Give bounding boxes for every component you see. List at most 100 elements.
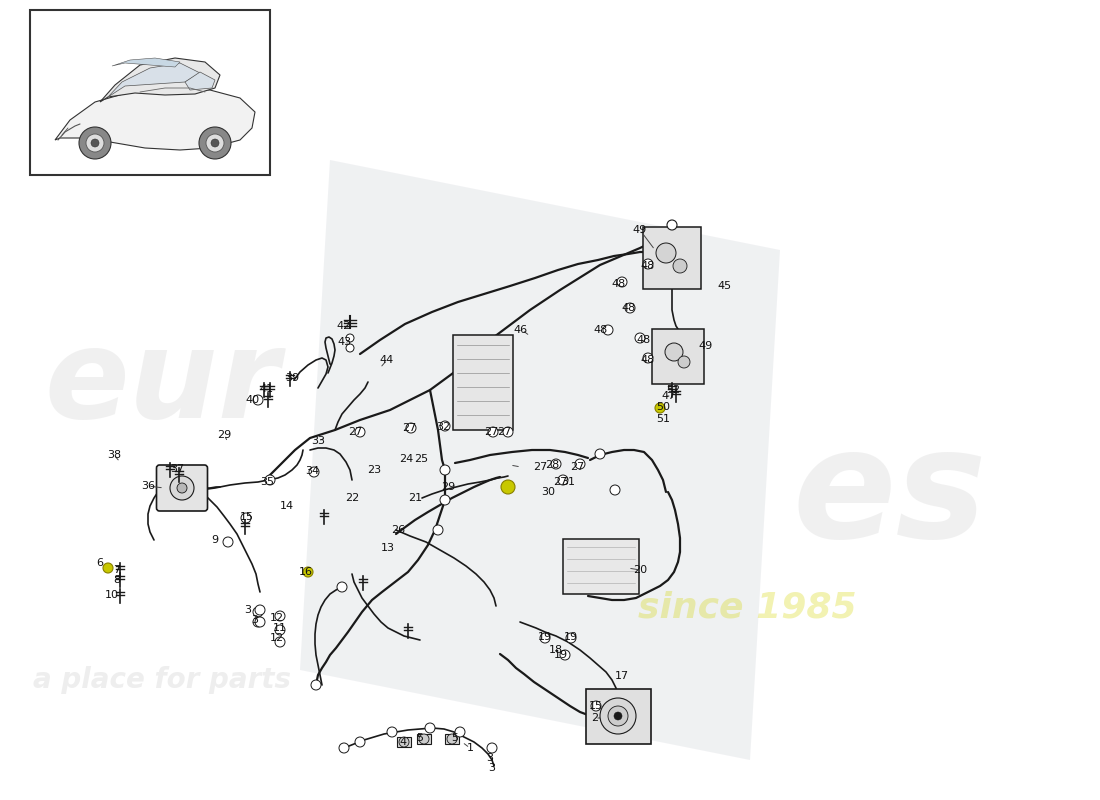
Circle shape [339, 743, 349, 753]
Text: 48: 48 [637, 335, 651, 345]
Text: 9: 9 [211, 535, 219, 545]
Circle shape [177, 483, 187, 493]
Circle shape [600, 698, 636, 734]
Bar [397, 737, 411, 747]
Circle shape [337, 582, 346, 592]
Bar [30, 10, 270, 175]
Text: 27: 27 [570, 462, 584, 472]
Text: 48: 48 [621, 303, 636, 313]
Text: 49: 49 [632, 225, 647, 235]
Text: 20: 20 [632, 565, 647, 575]
Text: 49: 49 [698, 341, 713, 351]
Circle shape [644, 353, 653, 363]
Circle shape [387, 727, 397, 737]
Circle shape [503, 427, 513, 437]
Bar [585, 689, 650, 743]
Text: 48: 48 [612, 279, 626, 289]
Text: 26: 26 [390, 525, 405, 535]
Text: 6: 6 [97, 558, 103, 568]
Text: 1: 1 [466, 743, 473, 753]
Text: 19: 19 [564, 632, 579, 642]
Text: 27: 27 [484, 427, 498, 437]
Circle shape [440, 421, 450, 431]
Text: 10: 10 [104, 590, 119, 600]
Circle shape [654, 403, 666, 413]
Bar [453, 334, 513, 430]
Circle shape [406, 423, 416, 433]
Text: 39: 39 [285, 373, 299, 383]
Polygon shape [112, 58, 180, 67]
Text: 12: 12 [270, 633, 284, 643]
Circle shape [617, 277, 627, 287]
Polygon shape [108, 63, 200, 97]
Circle shape [302, 567, 313, 577]
Text: 17: 17 [615, 671, 629, 681]
Circle shape [275, 625, 285, 635]
Bar [563, 538, 639, 594]
Circle shape [551, 459, 561, 469]
Circle shape [79, 127, 111, 159]
Circle shape [447, 734, 456, 744]
Text: 43: 43 [337, 337, 351, 347]
Text: 13: 13 [381, 543, 395, 553]
Circle shape [253, 607, 263, 617]
Text: 35: 35 [260, 477, 274, 487]
Circle shape [255, 617, 265, 627]
Text: a place for parts: a place for parts [33, 666, 292, 694]
Polygon shape [185, 72, 214, 90]
Text: 48: 48 [594, 325, 608, 335]
Text: 19: 19 [554, 650, 568, 660]
Circle shape [440, 495, 450, 505]
Text: 16: 16 [299, 567, 314, 577]
Text: 52: 52 [666, 385, 680, 395]
Circle shape [211, 139, 219, 147]
Text: 29: 29 [217, 430, 231, 440]
Text: 31: 31 [561, 477, 575, 487]
Text: 15: 15 [588, 701, 603, 711]
Text: 2: 2 [592, 713, 598, 723]
Text: 21: 21 [408, 493, 422, 503]
Text: 27: 27 [402, 423, 416, 433]
Circle shape [591, 701, 601, 711]
Text: 48: 48 [641, 355, 656, 365]
Polygon shape [55, 88, 255, 150]
Circle shape [540, 633, 550, 643]
Circle shape [644, 259, 653, 269]
Circle shape [419, 734, 429, 744]
Circle shape [425, 723, 435, 733]
Text: 3: 3 [486, 753, 494, 763]
Text: 30: 30 [541, 487, 556, 497]
Text: 11: 11 [273, 623, 287, 633]
Circle shape [610, 485, 620, 495]
Bar [652, 329, 704, 383]
Text: 4: 4 [399, 737, 407, 747]
Circle shape [103, 563, 113, 573]
Text: 5: 5 [417, 733, 424, 743]
Text: 36: 36 [141, 481, 155, 491]
Text: 45: 45 [717, 281, 732, 291]
Text: 34: 34 [305, 466, 319, 476]
Circle shape [595, 449, 605, 459]
Circle shape [667, 220, 676, 230]
Text: 29: 29 [441, 482, 455, 492]
Circle shape [487, 743, 497, 753]
Circle shape [253, 395, 263, 405]
Text: 48: 48 [641, 261, 656, 271]
Text: 27: 27 [553, 477, 568, 487]
Text: es: es [792, 422, 987, 570]
Circle shape [223, 537, 233, 547]
Circle shape [666, 343, 683, 361]
Text: 19: 19 [538, 632, 552, 642]
Circle shape [206, 134, 224, 152]
Text: 27: 27 [532, 462, 547, 472]
Bar [417, 734, 431, 744]
Circle shape [488, 427, 498, 437]
FancyBboxPatch shape [156, 465, 208, 511]
Text: 33: 33 [311, 436, 324, 446]
Text: 40: 40 [246, 395, 260, 405]
Circle shape [91, 139, 99, 147]
Circle shape [440, 465, 450, 475]
Circle shape [253, 617, 263, 627]
Text: 37: 37 [169, 464, 184, 474]
Text: 27: 27 [497, 427, 512, 437]
